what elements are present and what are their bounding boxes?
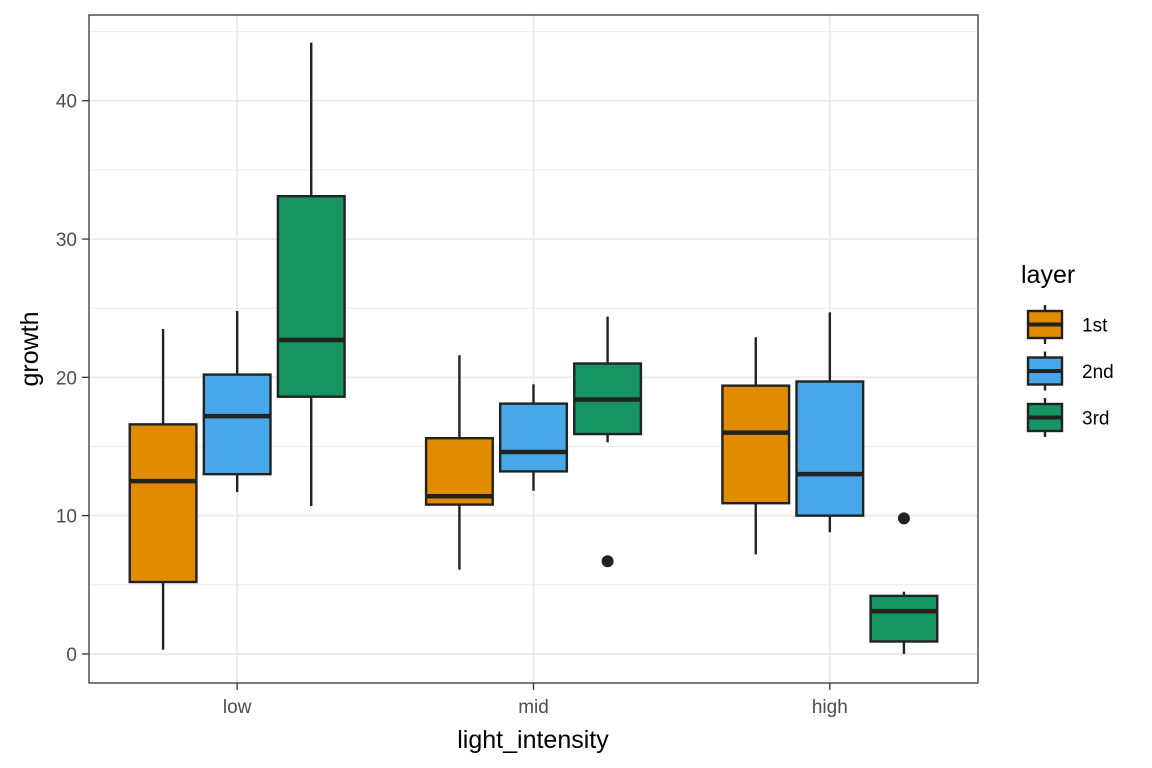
box bbox=[795, 380, 865, 517]
boxplot bbox=[276, 42, 346, 506]
box bbox=[424, 437, 494, 506]
outlier-point bbox=[897, 512, 910, 525]
y-tick-label: 30 bbox=[56, 230, 77, 251]
outlier-point bbox=[601, 555, 614, 568]
boxplot bbox=[869, 512, 939, 654]
x-tick-label: low bbox=[223, 697, 252, 718]
x-tick-label: high bbox=[812, 697, 848, 718]
y-tick-label: 20 bbox=[56, 368, 77, 389]
box bbox=[869, 594, 939, 643]
boxplot bbox=[795, 312, 865, 533]
boxplot bbox=[498, 384, 569, 491]
legend-item: 3rd bbox=[1026, 398, 1109, 437]
y-axis: 0 10 20 30 40 bbox=[56, 92, 89, 666]
legend-item: 1st bbox=[1026, 305, 1108, 344]
x-axis: low mid high bbox=[223, 683, 848, 718]
legend-label: 3rd bbox=[1082, 409, 1109, 430]
boxplot bbox=[424, 355, 494, 570]
legend: layer 1st 2nd 3rd bbox=[1021, 261, 1114, 437]
boxplot bbox=[573, 316, 643, 568]
boxplot bbox=[128, 328, 198, 650]
box bbox=[128, 423, 198, 584]
legend-label: 2nd bbox=[1082, 362, 1114, 383]
box bbox=[498, 402, 569, 473]
x-tick-label: mid bbox=[518, 697, 549, 718]
legend-item: 2nd bbox=[1026, 351, 1114, 391]
box bbox=[276, 194, 346, 398]
box-marks bbox=[128, 42, 939, 654]
x-axis-title: light_intensity bbox=[457, 726, 609, 754]
box bbox=[202, 373, 272, 476]
y-axis-title: growth bbox=[16, 311, 44, 386]
y-tick-label: 10 bbox=[56, 507, 77, 528]
boxplot bbox=[202, 310, 272, 493]
y-tick-label: 40 bbox=[56, 92, 77, 113]
box bbox=[721, 384, 791, 505]
legend-label: 1st bbox=[1082, 316, 1108, 337]
legend-title: layer bbox=[1021, 261, 1075, 289]
y-tick-label: 0 bbox=[66, 645, 77, 666]
boxplot bbox=[721, 337, 791, 555]
